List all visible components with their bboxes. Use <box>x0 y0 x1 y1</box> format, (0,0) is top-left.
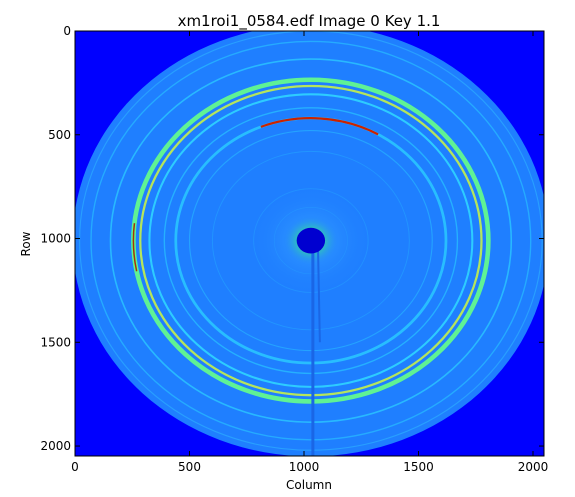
y-tick-label: 1500 <box>40 335 71 349</box>
diffraction-ring <box>273 207 348 275</box>
y-tick-label: 0 <box>63 24 71 38</box>
x-tick-label: 2000 <box>518 460 549 474</box>
diffraction-ring <box>148 93 474 388</box>
x-axis-ticks: 0 500 1000 1500 2000 <box>71 31 548 474</box>
y-tick-label: 2000 <box>40 439 71 453</box>
beamstop <box>296 227 326 254</box>
y-tick-label: 1000 <box>40 232 71 246</box>
y-axis-ticks: 0 500 1000 1500 2000 <box>40 24 544 453</box>
diffraction-ring <box>90 40 532 441</box>
intense-arc-left <box>132 223 138 272</box>
diffraction-image <box>75 31 544 456</box>
intense-arc <box>260 117 379 136</box>
diffraction-ring <box>109 58 513 423</box>
x-tick-label: 0 <box>71 460 79 474</box>
y-tick-label: 500 <box>48 128 71 142</box>
plot-title: xm1roi1_0584.edf Image 0 Key 1.1 <box>178 12 441 31</box>
x-tick-label: 1000 <box>289 460 320 474</box>
y-axis-label: Row <box>19 231 33 256</box>
diffraction-ring <box>211 150 410 331</box>
x-tick-label: 500 <box>178 460 201 474</box>
axes-frame <box>74 30 545 457</box>
beamstop-holder-2 <box>316 240 321 343</box>
x-tick-label: 1500 <box>403 460 434 474</box>
x-axis-label: Column <box>286 478 332 492</box>
diffraction-ring <box>253 188 369 293</box>
diffraction-ring <box>139 84 483 397</box>
diffraction-ring <box>188 130 433 352</box>
diffraction-ring <box>79 31 543 451</box>
diffraction-ring <box>163 107 459 375</box>
